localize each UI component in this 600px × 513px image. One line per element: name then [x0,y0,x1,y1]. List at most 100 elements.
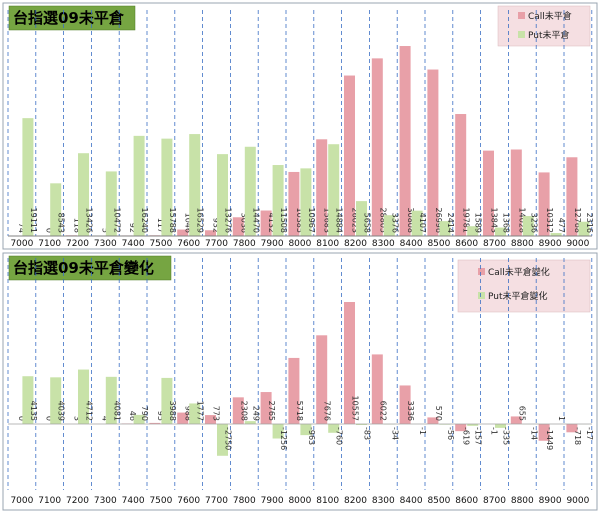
chart1-grid [7,10,593,236]
chart1-bar-put [244,146,256,236]
chart2-tick-label: 7400 [122,496,145,506]
chart2-bar-put [244,421,256,424]
chart1-tick-label: 8500 [427,239,450,249]
chart1-bar-put [189,134,201,236]
chart2-value-label-put: 3988 [168,401,177,421]
chart2-tick-label: 8300 [372,496,395,506]
chart2-value-label-put: -56 [446,427,455,440]
chart1-title-bg [8,5,136,31]
chart1-legend-box [497,5,591,47]
chart1-bar-call [427,69,439,237]
chart1-value-label-put: 15788 [168,208,177,233]
chart1-title: 台指選09未平倉 [13,9,125,27]
chart2-bar-put [22,376,34,424]
chart1-bar-put [578,221,590,236]
chart2-legend-swatch-put [478,292,485,299]
chart2-bar-call [344,302,355,424]
chart2-value-label-put: 4081 [112,401,121,421]
chart1-bar-put [22,118,34,236]
chart1-value-label-put: 11508 [279,208,288,233]
chart2-tick-label: 8700 [483,496,506,506]
chart2-bar-call [232,397,244,424]
chart2-value-label-call: 7676 [323,401,332,421]
chart1-tick-label: 7400 [122,239,145,249]
chart2-bar-call [399,385,411,424]
chart1-value-label-call: 92 [128,223,137,233]
chart1-value-label-put: 2316 [585,213,594,233]
chart1-legend-swatch-put [518,31,525,38]
chart1-tick-label: 8400 [400,239,423,249]
chart2-value-label-put: -157 [474,427,483,445]
chart2-title: 台指選09未平倉變化 [13,259,154,277]
chart2-bar-put [78,369,89,424]
chart1-value-label-call: 74 [17,223,26,233]
chart1-tick-label: 8800 [511,239,534,249]
chart2-bar-put [105,376,117,424]
chart1-tick-label: 7600 [177,239,200,249]
chart2-value-label-call: 655 [517,406,526,421]
chart2-value-label-put: 1777 [196,401,205,421]
chart1-bar-put [328,144,340,236]
chart2-value-label-call: 3336 [406,401,415,421]
chart1-value-label-call: 4132 [267,213,276,233]
chart1-tick-label: 7000 [10,239,33,249]
chart2-value-label-call: 773 [212,406,221,421]
chart2-value-label-call: -718 [573,427,582,445]
chart1-value-label-call: 14028 [517,208,526,233]
chart1-bar-put [356,201,367,236]
chart1-bars: 74 19111 0 8543 118 13426 5 10472 92 16240 117 1578… [10,46,594,237]
chart1-value-label-call: 26996 [434,208,443,233]
chart1-bar-call [399,46,411,236]
chart2-bar-put [300,424,312,436]
chart1-value-label-put: 19111 [29,208,38,233]
chart1-value-label-call: 28805 [378,208,387,233]
chart1-bar-call [205,230,216,236]
chart2-bar-call [288,357,300,424]
chart1-bar-put [272,165,284,236]
chart1-value-label-call: 19781 [462,208,471,233]
chart1-value-label-put: 14884 [335,208,344,233]
chart2-tick-label: 7900 [261,496,284,506]
chart2-bar-call [316,335,328,424]
chart2-value-label-put: -963 [307,427,316,445]
chart1-bar-call [260,210,272,236]
chart1-bar-call [538,172,550,236]
chart2-bar-put [495,424,506,428]
chart2-bar-put [161,377,173,424]
chart2-bars: 0 4135 0 4039 3 4712 4 4081 46 790 95 3988 988 1777 77… [10,302,594,456]
chart1-legend-swatch-call [518,12,525,19]
chart1-value-label-put: 4107 [418,213,427,233]
chart1-value-label-put: 1589 [474,213,483,233]
chart2-value-label-put: 249 [251,406,260,421]
chart2-tick-label: 8000 [288,496,311,506]
chart2-bar-put [50,377,62,424]
chart1-bar-call [177,229,189,236]
chart1-value-label-put: 477 [557,218,566,233]
chart2-value-label-call: 10557 [351,396,360,421]
chart2-tick-label: 8200 [344,496,367,506]
chart2-bar-call [177,412,189,424]
chart2-bar-put [356,424,367,425]
chart1-value-label-put: 3236 [529,213,538,233]
chart1-bar-put [300,168,312,236]
chart2-value-label-call: 4 [100,416,109,421]
chart1-value-label-call: 30808 [406,208,415,233]
chart2-tick-label: 7700 [205,496,228,506]
chart1-bar-put [50,183,62,236]
chart2-value-label-put: 790 [140,406,149,421]
chart2-value-label-put: -1 [418,427,427,435]
chart1-value-label-call: 12768 [573,208,582,233]
chart2-bar-put [328,424,340,433]
chart1-value-label-call: 13843 [490,208,499,233]
chart1-tick-label: 7100 [38,239,61,249]
chart2-tick-label: 7000 [10,496,33,506]
chart2-tick-label: 7500 [149,496,172,506]
chart1-bar-put [161,138,173,236]
chart1-tick-label: 8100 [316,239,339,249]
chart1-value-label-put: 13426 [85,208,94,233]
chart1-bar-put [217,154,228,236]
chart2-tick-label: 8400 [400,496,423,506]
chart2-tick-label: 8600 [455,496,478,506]
chart2-tick-label: 8100 [316,496,339,506]
